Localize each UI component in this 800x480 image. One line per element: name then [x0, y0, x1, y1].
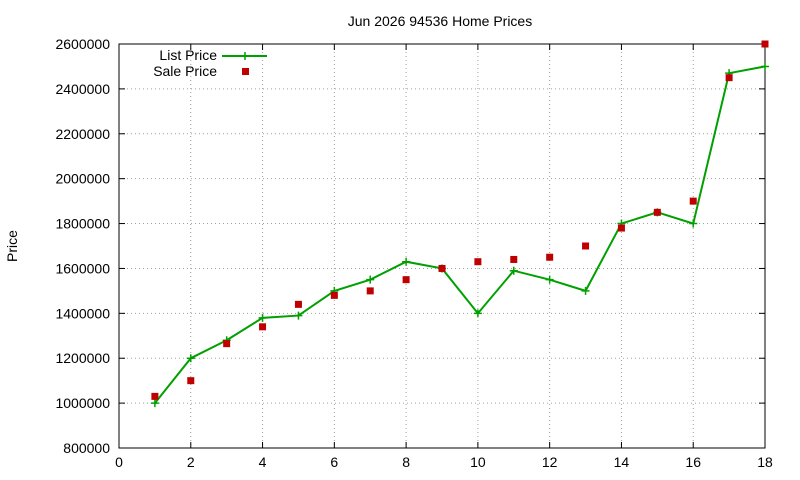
data-point-list-price — [258, 313, 267, 322]
data-point-list-price — [581, 286, 590, 295]
x-tick-label: 18 — [757, 454, 773, 470]
data-point-list-price — [545, 275, 554, 284]
data-point-sale-price — [546, 253, 554, 261]
y-tick-label: 1000000 — [55, 395, 110, 411]
data-point-sale-price — [510, 255, 518, 263]
y-tick-label: 1800000 — [55, 216, 110, 232]
series-layer — [150, 40, 769, 408]
legend: List Price Sale Price — [153, 47, 267, 79]
data-point-sale-price — [725, 74, 733, 82]
y-axis-label: Price — [4, 230, 20, 262]
data-point-sale-price — [402, 276, 410, 284]
y-tick-label: 1600000 — [55, 260, 110, 276]
data-point-sale-price — [761, 40, 769, 48]
data-point-list-price — [761, 62, 769, 71]
data-point-list-price — [186, 354, 195, 363]
x-tick-label: 12 — [542, 454, 558, 470]
y-tick-label: 2000000 — [55, 171, 110, 187]
data-point-sale-price — [474, 258, 482, 266]
data-point-list-price — [402, 257, 411, 266]
data-point-sale-price — [582, 242, 590, 250]
x-tick-labels: 0 2 4 6 8 10 12 14 16 18 — [115, 454, 773, 470]
y-tick-label: 2200000 — [55, 126, 110, 142]
x-tick-label: 10 — [470, 454, 486, 470]
y-tick-label: 2400000 — [55, 81, 110, 97]
data-point-sale-price — [187, 377, 195, 385]
x-tick-label: 8 — [402, 454, 410, 470]
series-sale-price — [151, 40, 769, 400]
x-tick-label: 2 — [187, 454, 195, 470]
data-point-sale-price — [689, 197, 697, 205]
data-point-sale-price — [151, 392, 159, 400]
data-point-sale-price — [294, 300, 302, 308]
y-tick-label: 1200000 — [55, 350, 110, 366]
plot-border — [118, 43, 766, 449]
data-point-sale-price — [330, 291, 338, 299]
grid — [119, 44, 765, 448]
x-tick-label: 16 — [685, 454, 701, 470]
x-tick-label: 4 — [259, 454, 267, 470]
legend-label-sale-price: Sale Price — [153, 63, 217, 79]
data-point-sale-price — [366, 287, 374, 295]
series-list-price — [150, 62, 769, 408]
y-tick-label: 2600000 — [55, 36, 110, 52]
data-point-list-price — [689, 219, 698, 228]
x-tick-label: 0 — [115, 454, 123, 470]
data-point-sale-price — [259, 323, 267, 331]
legend-label-list-price: List Price — [159, 47, 217, 63]
x-tick-label: 14 — [614, 454, 630, 470]
data-point-sale-price — [617, 224, 625, 232]
data-point-list-price — [509, 266, 518, 275]
data-point-sale-price — [438, 264, 446, 272]
y-tick-label: 1400000 — [55, 305, 110, 321]
data-point-sale-price — [653, 208, 661, 216]
data-point-list-price — [294, 311, 303, 320]
data-point-sale-price — [223, 340, 231, 348]
y-tick-label: 800000 — [63, 440, 110, 456]
series-line-list-price — [154, 65, 766, 404]
data-point-list-price — [150, 399, 159, 408]
chart-title: Jun 2026 94536 Home Prices — [348, 13, 532, 29]
data-point-list-price — [366, 275, 375, 284]
legend-marker-list-price — [241, 52, 249, 60]
x-tick-label: 6 — [330, 454, 338, 470]
y-tick-labels: 800000 1000000 1200000 1400000 1600000 180000… — [55, 36, 110, 456]
data-point-list-price — [473, 309, 482, 318]
ticks — [118, 43, 766, 449]
legend-marker-sale-price — [242, 68, 249, 75]
